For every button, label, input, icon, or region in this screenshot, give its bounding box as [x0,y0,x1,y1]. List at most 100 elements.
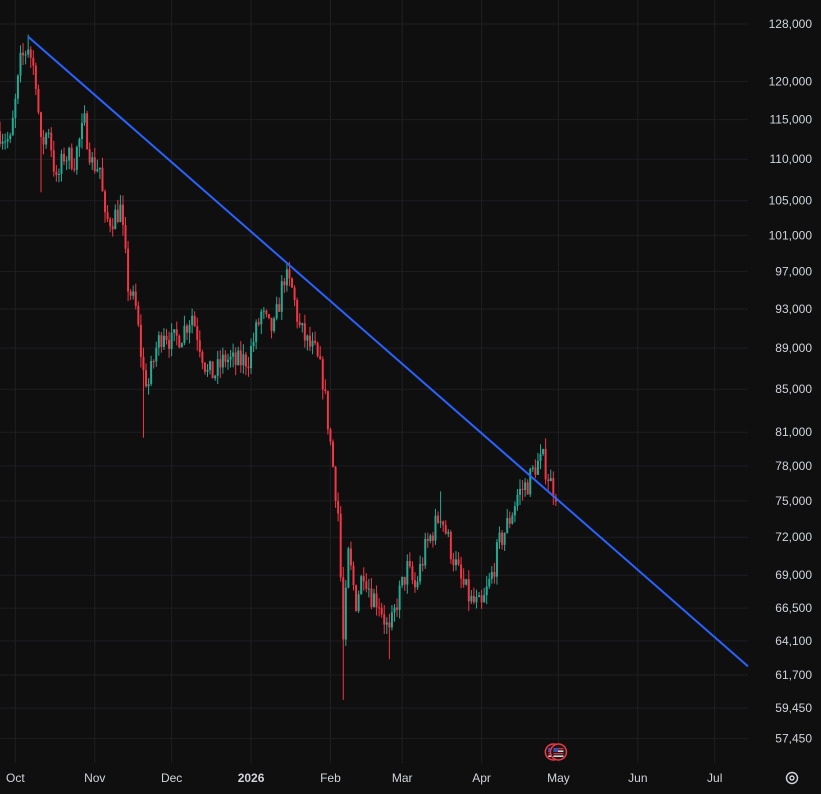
candle[interactable] [326,390,329,435]
candle[interactable] [239,341,242,373]
candle[interactable] [252,332,255,353]
candle[interactable] [45,131,48,149]
candle[interactable] [60,149,63,182]
candle[interactable] [255,319,258,350]
candle[interactable] [278,297,281,312]
candle[interactable] [526,479,529,495]
candle[interactable] [193,311,196,327]
candle[interactable] [173,329,176,342]
candle[interactable] [385,617,388,634]
candle[interactable] [80,113,83,149]
candle[interactable] [70,143,73,171]
candle[interactable] [516,489,519,511]
candle[interactable] [388,613,391,660]
candle[interactable] [201,349,204,370]
candle[interactable] [513,501,516,523]
candle[interactable] [506,509,509,534]
candle[interactable] [398,580,401,619]
candle[interactable] [483,587,486,603]
candle[interactable] [380,602,383,618]
candle[interactable] [426,532,429,548]
candle[interactable] [457,552,460,566]
candle[interactable] [552,471,555,506]
candle[interactable] [462,568,465,588]
candle[interactable] [495,538,498,585]
candle[interactable] [57,168,60,183]
candle[interactable] [34,62,37,96]
candle[interactable] [55,164,58,182]
candle[interactable] [11,110,14,136]
candle[interactable] [150,355,153,387]
candle[interactable] [234,347,237,376]
candle[interactable] [101,157,104,192]
candle[interactable] [413,572,416,593]
candle[interactable] [308,326,311,352]
candle[interactable] [542,448,545,456]
candle[interactable] [334,465,337,508]
candle[interactable] [401,576,404,588]
candle[interactable] [132,285,135,300]
candle[interactable] [378,598,381,617]
candle[interactable] [183,315,186,346]
candle[interactable] [152,359,155,369]
candle[interactable] [383,605,386,634]
candle[interactable] [424,532,427,569]
candle[interactable] [180,342,183,348]
candle[interactable] [344,580,347,646]
candle[interactable] [362,567,365,591]
candle[interactable] [529,467,532,497]
candle[interactable] [175,321,178,346]
candle[interactable] [501,529,504,550]
candle[interactable] [214,374,217,381]
candle[interactable] [390,605,393,631]
event-markers[interactable] [544,743,568,761]
candle[interactable] [454,551,457,571]
candle[interactable] [301,322,304,333]
candle[interactable] [78,137,81,157]
candle[interactable] [47,128,50,139]
candle[interactable] [498,526,501,549]
candle[interactable] [14,93,17,128]
candle[interactable] [22,43,25,66]
candle[interactable] [393,604,396,622]
candle[interactable] [337,492,340,522]
candle[interactable] [75,145,78,175]
candle[interactable] [196,317,199,351]
candle[interactable] [50,127,53,158]
candle[interactable] [490,565,493,584]
candle[interactable] [347,546,350,589]
candle[interactable] [244,351,247,376]
candle[interactable] [186,323,188,340]
candles[interactable] [0,34,557,700]
candle[interactable] [98,167,101,179]
candle[interactable] [352,561,355,591]
candle[interactable] [139,314,142,368]
candle[interactable] [39,111,42,193]
candle[interactable] [416,576,419,590]
candle[interactable] [19,45,22,83]
candle[interactable] [444,520,447,535]
candle[interactable] [93,147,96,174]
candle[interactable] [449,529,452,564]
candle[interactable] [296,297,299,329]
candle[interactable] [429,533,432,544]
candle[interactable] [247,356,250,377]
candle[interactable] [467,570,470,611]
candle[interactable] [319,346,322,360]
candle[interactable] [221,347,224,374]
candle[interactable] [237,346,240,366]
candle[interactable] [329,427,332,446]
candle[interactable] [27,34,30,58]
candle[interactable] [524,478,527,497]
candle[interactable] [355,584,358,612]
candle[interactable] [373,588,375,608]
candle[interactable] [511,512,514,525]
candle[interactable] [188,320,191,344]
candle[interactable] [452,552,455,572]
trend-line-layer[interactable] [27,35,749,668]
candle[interactable] [367,578,370,598]
candle[interactable] [116,199,119,224]
candle[interactable] [104,189,107,223]
candle[interactable] [37,84,40,115]
candle[interactable] [273,316,276,334]
